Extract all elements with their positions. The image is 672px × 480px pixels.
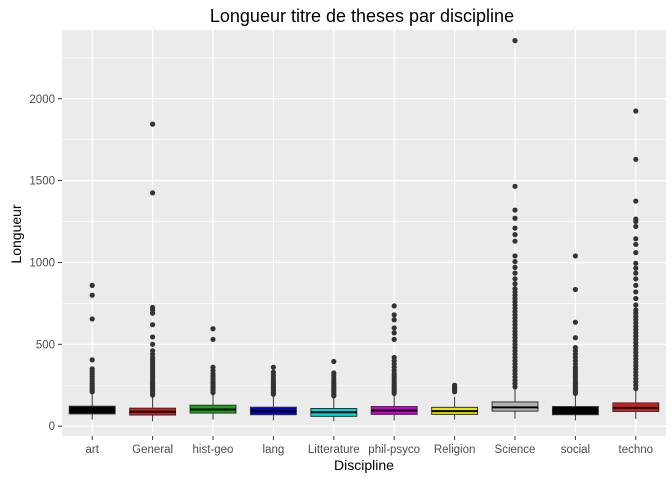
y-axis-title: Longueur xyxy=(8,204,24,264)
outlier-point xyxy=(633,260,639,266)
outlier-point xyxy=(150,190,156,196)
outlier-point xyxy=(210,364,216,370)
outlier-point xyxy=(210,336,216,343)
boxes xyxy=(68,389,660,422)
outlier-point xyxy=(391,336,397,343)
outlier-point xyxy=(331,370,337,376)
x-axis-title: Discipline xyxy=(334,457,394,473)
outlier-point xyxy=(391,303,397,309)
outlier-point xyxy=(512,225,518,231)
outlier-point xyxy=(572,335,579,341)
outlier-point xyxy=(512,264,518,270)
outlier-point xyxy=(633,276,639,282)
outlier-point xyxy=(391,325,397,331)
box-lang xyxy=(249,395,297,421)
outlier-point xyxy=(270,369,276,375)
outlier-point xyxy=(633,270,639,276)
outlier-point xyxy=(633,282,639,288)
x-axis-ticks: art General hist-geo lang Litterature phil-ps… xyxy=(85,436,653,456)
x-tick-label: social xyxy=(561,444,590,456)
outlier-point xyxy=(452,382,458,388)
outlier-point xyxy=(633,198,639,204)
outlier-point xyxy=(572,253,579,259)
plot-panel xyxy=(62,30,666,436)
y-tick-label: 500 xyxy=(36,339,55,351)
outlier-point xyxy=(512,232,518,238)
y-axis-ticks: 0 500 1000 1500 2000 xyxy=(29,94,62,433)
outlier-point xyxy=(633,216,639,222)
y-tick-label: 1000 xyxy=(29,257,55,269)
outlier-point xyxy=(633,295,639,302)
outlier-point xyxy=(512,253,518,259)
outlier-point xyxy=(512,183,518,189)
outlier-point xyxy=(512,238,518,244)
outlier-point xyxy=(572,286,579,293)
box-Science xyxy=(491,389,539,419)
outlier-point xyxy=(633,241,639,248)
box-Litterature xyxy=(310,397,358,422)
outlier-point xyxy=(89,292,95,298)
outlier-point xyxy=(89,366,95,372)
outlier-point xyxy=(633,223,639,230)
outlier-point xyxy=(210,326,216,332)
outlier-point xyxy=(512,207,518,213)
outlier-point xyxy=(633,236,639,242)
outlier-point xyxy=(633,289,639,295)
outlier-point xyxy=(391,317,397,323)
outlier-point xyxy=(391,354,397,361)
outlier-point xyxy=(391,330,397,336)
outlier-point xyxy=(512,286,518,292)
outlier-point xyxy=(150,304,156,311)
chart-title: Longueur titre de theses par discipline xyxy=(210,6,514,26)
outlier-point xyxy=(512,259,518,265)
x-tick-label: Science xyxy=(495,444,536,456)
outlier-point xyxy=(270,364,276,370)
x-tick-label: techno xyxy=(619,444,654,456)
outlier-point xyxy=(633,250,639,256)
box-techno xyxy=(612,390,660,419)
panel-background xyxy=(62,30,666,436)
box-phil-psyco xyxy=(370,395,418,421)
outlier-point xyxy=(572,344,579,351)
outlier-point xyxy=(150,322,156,328)
box-art xyxy=(68,394,116,420)
x-tick-label: phil-psyco xyxy=(368,444,420,456)
outlier-point xyxy=(512,38,518,44)
outlier-point xyxy=(512,215,518,221)
outlier-point xyxy=(512,281,518,287)
y-tick-label: 1500 xyxy=(29,176,55,188)
y-tick-label: 2000 xyxy=(29,94,55,106)
outlier-point xyxy=(512,276,518,282)
outlier-point xyxy=(89,357,95,363)
x-tick-label: Litterature xyxy=(308,444,360,456)
outlier-point xyxy=(89,282,95,288)
outlier-point xyxy=(633,108,639,114)
x-tick-label: Religion xyxy=(434,444,476,456)
outlier-point xyxy=(512,270,518,276)
outlier-point xyxy=(633,302,639,308)
x-tick-label: hist-geo xyxy=(193,444,234,456)
outlier-point xyxy=(89,316,95,322)
outlier-point xyxy=(633,265,639,271)
box-General xyxy=(129,396,177,422)
outlier-point xyxy=(331,358,337,365)
outlier-points xyxy=(89,38,639,399)
box-social xyxy=(551,395,599,421)
y-tick-label: 0 xyxy=(49,421,55,433)
outlier-point xyxy=(150,121,156,127)
box-Religion xyxy=(431,396,479,420)
outlier-point xyxy=(633,156,639,162)
box-hist-geo xyxy=(189,394,237,420)
outlier-point xyxy=(150,341,156,347)
outlier-point xyxy=(391,312,397,318)
x-tick-label: lang xyxy=(263,444,285,456)
outlier-point xyxy=(150,334,156,340)
outlier-point xyxy=(150,348,156,354)
x-tick-label: art xyxy=(85,444,99,456)
outlier-point xyxy=(572,319,579,325)
outlier-point xyxy=(633,307,639,313)
x-tick-label: General xyxy=(132,444,173,456)
